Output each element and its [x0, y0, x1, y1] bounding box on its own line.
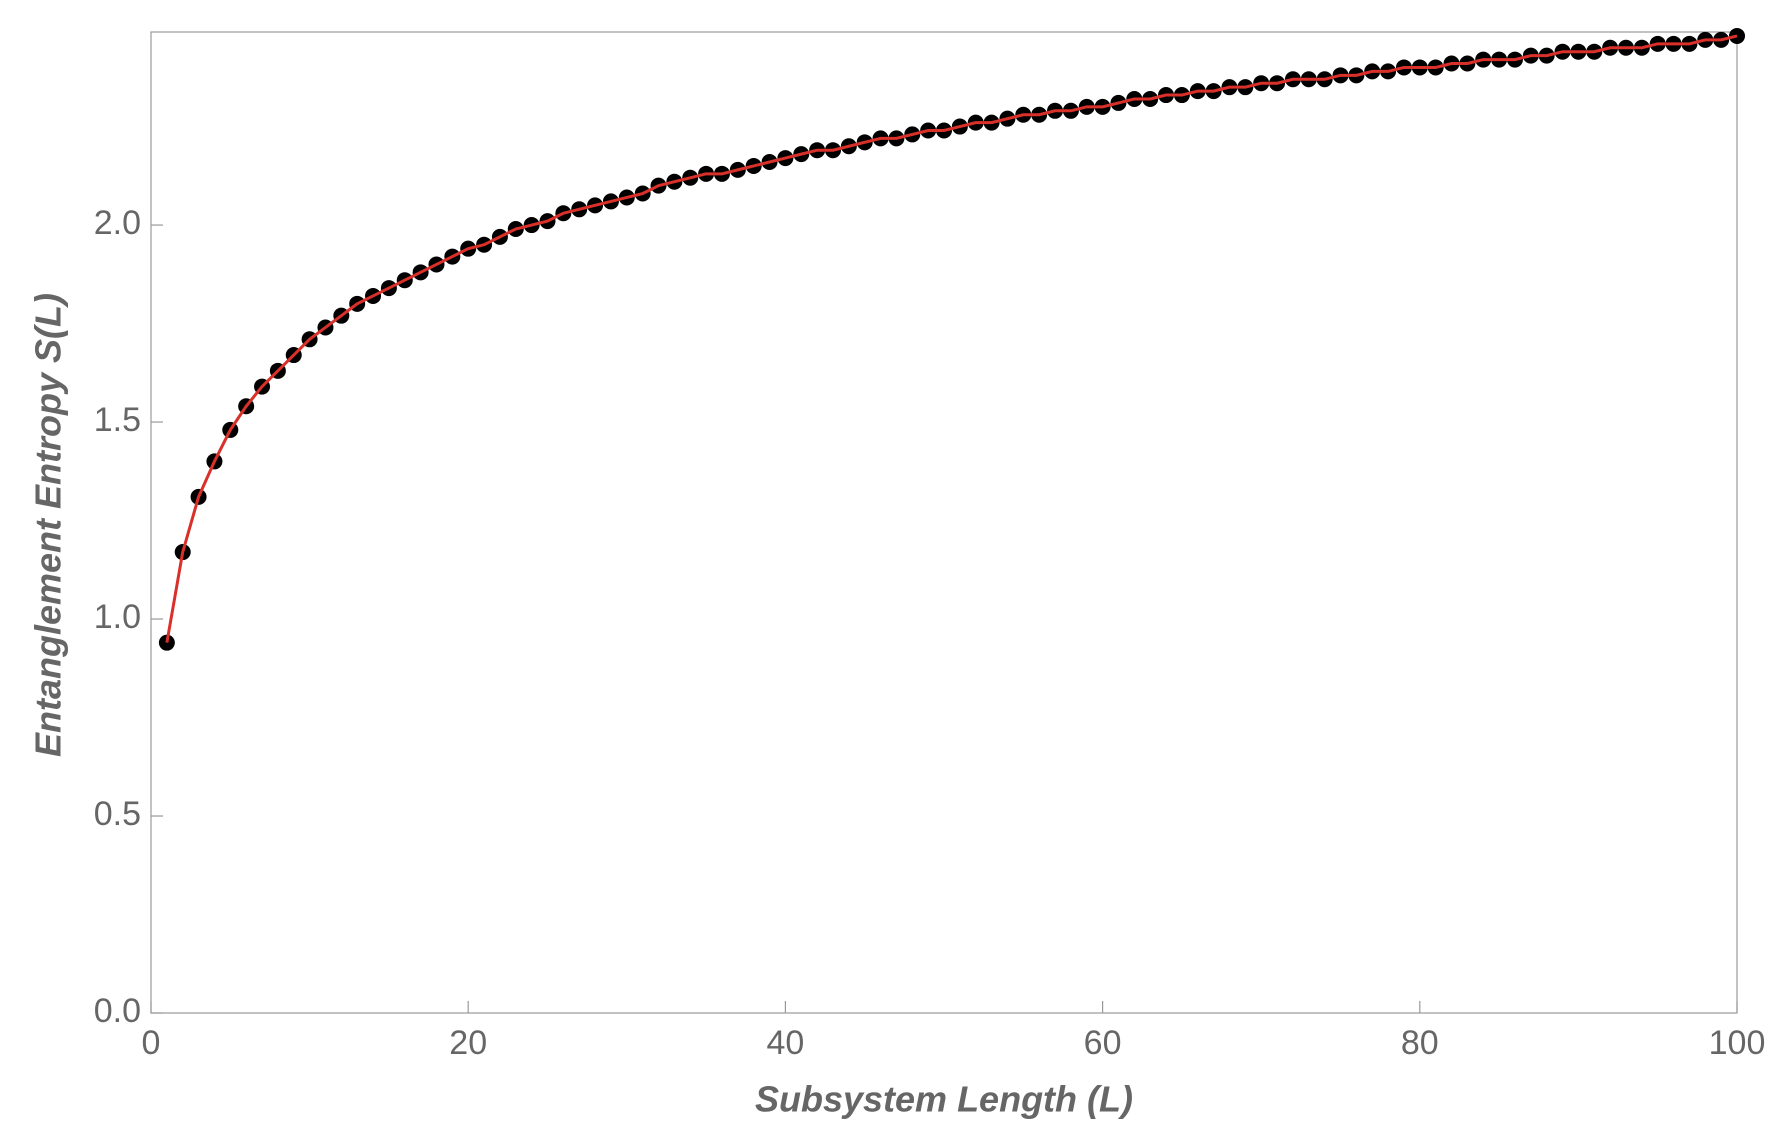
x-axis-label: Subsystem Length (L)	[755, 1079, 1133, 1120]
x-tick-label: 20	[449, 1024, 487, 1062]
fit-line	[165, 34, 1738, 643]
plot-frame	[150, 31, 1738, 1014]
y-tick-label: 1.0	[94, 598, 141, 636]
y-axis-label: Entanglement Entropy S(L)	[28, 293, 69, 757]
x-tick-label: 80	[1401, 1024, 1439, 1062]
x-tick-label: 100	[1709, 1024, 1766, 1062]
x-tick-label: 60	[1084, 1024, 1122, 1062]
y-tick-label: 1.5	[94, 401, 141, 439]
y-tick-label: 0.0	[94, 992, 141, 1030]
x-tick-label: 40	[766, 1024, 804, 1062]
x-tick-label: 0	[142, 1024, 161, 1062]
y-tick-label: 2.0	[94, 204, 141, 242]
y-tick-label: 0.5	[94, 795, 141, 833]
